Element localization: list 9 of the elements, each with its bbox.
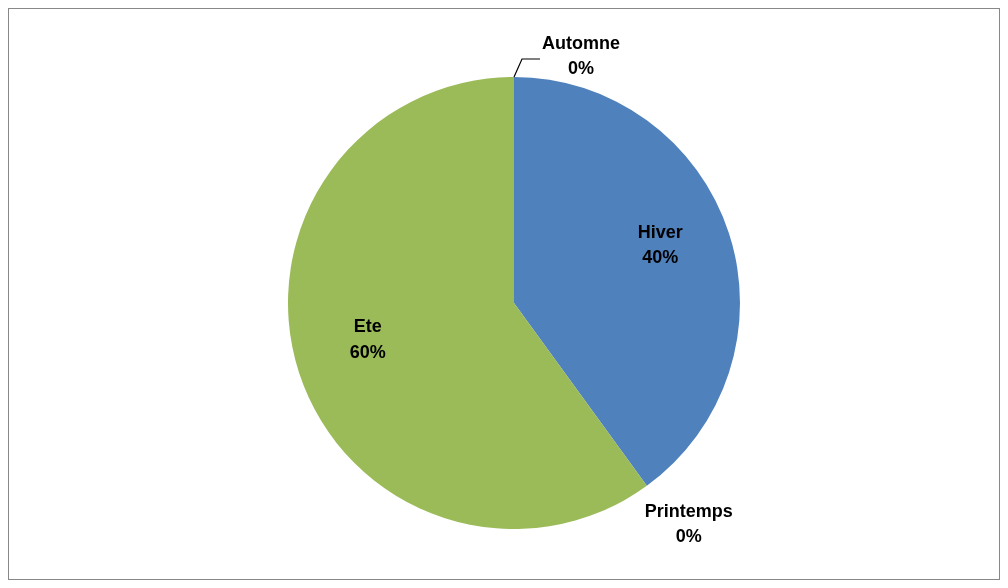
category-label: Printemps: [644, 500, 733, 521]
slice-label: Hiver: [637, 221, 683, 242]
text: 0%: [567, 58, 595, 79]
category-label: Automne: [542, 33, 620, 53]
pie-slice: [514, 77, 740, 486]
data-label: 60%: [349, 341, 386, 362]
slice-label: Ete: [353, 316, 382, 337]
data-label: 40%: [642, 246, 679, 267]
text: 0%: [675, 526, 702, 547]
